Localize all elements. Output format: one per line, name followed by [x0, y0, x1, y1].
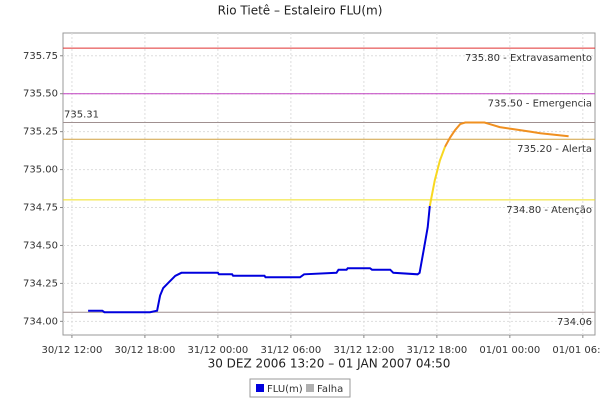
legend-swatch	[256, 384, 264, 392]
reference-label: 735.50 - Emergencia	[488, 99, 592, 110]
x-tick-label: 31/12 06:00	[260, 345, 321, 356]
reference-label: 735.31	[64, 110, 99, 121]
plot-area	[62, 32, 596, 336]
x-axis-label: 30 DEZ 2006 13:20 – 01 JAN 2007 04:50	[208, 357, 451, 371]
y-tick-label: 735.75	[23, 51, 58, 62]
x-tick-label: 30/12 18:00	[114, 345, 175, 356]
data-line	[428, 146, 446, 207]
data-line	[88, 205, 431, 314]
legend-label: FLU(m)	[267, 384, 303, 395]
data-line	[444, 121, 569, 148]
y-tick-label: 734.00	[23, 316, 58, 327]
y-tick-label: 735.25	[23, 127, 58, 138]
x-tick-label: 01/01 06:00	[552, 345, 600, 356]
legend-box	[249, 378, 351, 398]
y-tick-label: 735.50	[23, 89, 58, 100]
y-tick-label: 734.25	[23, 278, 58, 289]
x-tick-label: 30/12 12:00	[42, 345, 103, 356]
x-tick-label: 31/12 18:00	[406, 345, 467, 356]
legend-swatch	[306, 384, 314, 392]
chart-title: Rio Tietê – Estaleiro FLU(m)	[218, 4, 383, 18]
reference-label: 734.06	[557, 317, 592, 328]
legend-label: Falha	[317, 384, 343, 395]
reference-label: 735.20 - Alerta	[517, 144, 592, 155]
x-tick-label: 01/01 00:00	[479, 345, 540, 356]
y-tick-label: 734.50	[23, 240, 58, 251]
y-tick-label: 735.00	[23, 165, 58, 176]
x-tick-label: 31/12 00:00	[187, 345, 248, 356]
y-tick-label: 734.75	[23, 203, 58, 214]
reference-label: 735.80 - Extravasamento	[465, 53, 592, 64]
x-tick-label: 31/12 12:00	[333, 345, 394, 356]
reference-label: 734.80 - Atenção	[506, 205, 592, 216]
